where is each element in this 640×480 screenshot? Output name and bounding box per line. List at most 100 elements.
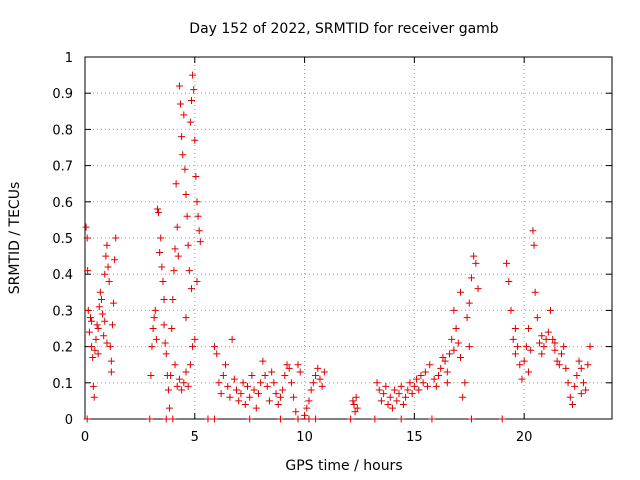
data-point — [182, 368, 190, 376]
x-axis-label: GPS time / hours — [285, 458, 402, 474]
data-point — [184, 241, 192, 249]
data-point — [410, 382, 418, 390]
data-point — [352, 393, 360, 401]
data-point — [551, 339, 559, 347]
data-point — [246, 415, 254, 423]
data-point — [146, 415, 154, 423]
data-point — [347, 415, 355, 423]
data-point — [265, 397, 273, 405]
data-point — [568, 401, 576, 409]
data-point — [88, 343, 96, 351]
data-point — [424, 382, 432, 390]
data-point — [318, 382, 326, 390]
data-point — [577, 364, 585, 372]
data-point — [474, 285, 482, 293]
data-point — [156, 248, 164, 256]
ticks: 00.10.20.30.40.50.60.70.80.910 5 10 15 20 — [52, 51, 612, 445]
data-point — [516, 361, 524, 369]
data-point — [177, 100, 185, 108]
data-point — [103, 339, 111, 347]
data-point — [112, 234, 120, 242]
data-point — [228, 335, 236, 343]
data-point — [536, 339, 544, 347]
data-point — [391, 386, 399, 394]
data-point — [111, 256, 119, 264]
data-point — [94, 350, 102, 358]
data-point — [257, 379, 265, 387]
x-tick-label: 10 — [296, 430, 313, 445]
y-tick-label: 0.3 — [52, 304, 73, 319]
data-point — [292, 408, 300, 416]
data-point — [417, 372, 425, 380]
y-tick-label: 0 — [65, 413, 73, 428]
data-point — [192, 172, 200, 180]
data-point — [237, 390, 245, 398]
data-point — [371, 415, 379, 423]
data-point — [283, 361, 291, 369]
data-point — [175, 375, 183, 383]
data-point — [522, 343, 530, 351]
data-point — [525, 368, 533, 376]
data-points — [82, 71, 594, 423]
data-point — [160, 321, 168, 329]
data-point — [89, 353, 97, 361]
data-point — [533, 314, 541, 322]
data-point — [350, 401, 358, 409]
data-point — [443, 368, 451, 376]
data-point — [375, 386, 383, 394]
data-point — [575, 357, 583, 365]
data-point — [547, 306, 555, 314]
data-point — [84, 267, 92, 275]
data-point — [419, 379, 427, 387]
data-point — [170, 267, 178, 275]
data-point — [538, 350, 546, 358]
y-tick-label: 0.9 — [52, 87, 73, 102]
data-point — [83, 234, 91, 242]
data-point — [351, 408, 359, 416]
data-point — [100, 332, 108, 340]
data-point — [171, 245, 179, 253]
data-point — [296, 368, 304, 376]
data-point — [305, 415, 313, 423]
data-point — [439, 353, 447, 361]
data-point — [276, 393, 284, 401]
data-point — [301, 411, 309, 419]
data-point — [94, 325, 102, 332]
data-point — [456, 353, 464, 361]
data-point — [560, 343, 568, 351]
data-point — [169, 296, 177, 304]
data-point — [511, 325, 519, 332]
data-point — [465, 299, 473, 307]
data-point — [287, 379, 295, 387]
data-point — [174, 252, 182, 260]
data-point — [110, 299, 118, 307]
data-point — [91, 346, 99, 354]
data-point — [279, 386, 287, 394]
data-point — [182, 314, 190, 322]
data-point — [467, 274, 475, 282]
data-point — [514, 343, 522, 351]
data-point — [179, 151, 187, 159]
data-point — [263, 382, 271, 390]
data-point — [272, 390, 280, 398]
data-point — [186, 361, 194, 369]
data-point — [178, 386, 186, 394]
data-point — [507, 306, 515, 314]
data-point — [408, 390, 416, 398]
y-tick-label: 0.2 — [52, 341, 73, 356]
data-point — [530, 241, 538, 249]
data-point — [573, 372, 581, 380]
data-point — [166, 404, 174, 412]
data-point — [95, 303, 103, 311]
data-point — [428, 415, 436, 423]
data-point — [219, 372, 227, 380]
data-point — [241, 401, 249, 409]
chart-title: Day 152 of 2022, SRMTID for receiver gam… — [189, 21, 499, 37]
data-point — [395, 390, 403, 398]
data-point — [432, 382, 440, 390]
x-tick-label: 15 — [406, 430, 423, 445]
data-point — [213, 350, 221, 358]
data-point — [511, 350, 519, 358]
data-point — [426, 361, 434, 369]
data-point — [252, 404, 260, 412]
